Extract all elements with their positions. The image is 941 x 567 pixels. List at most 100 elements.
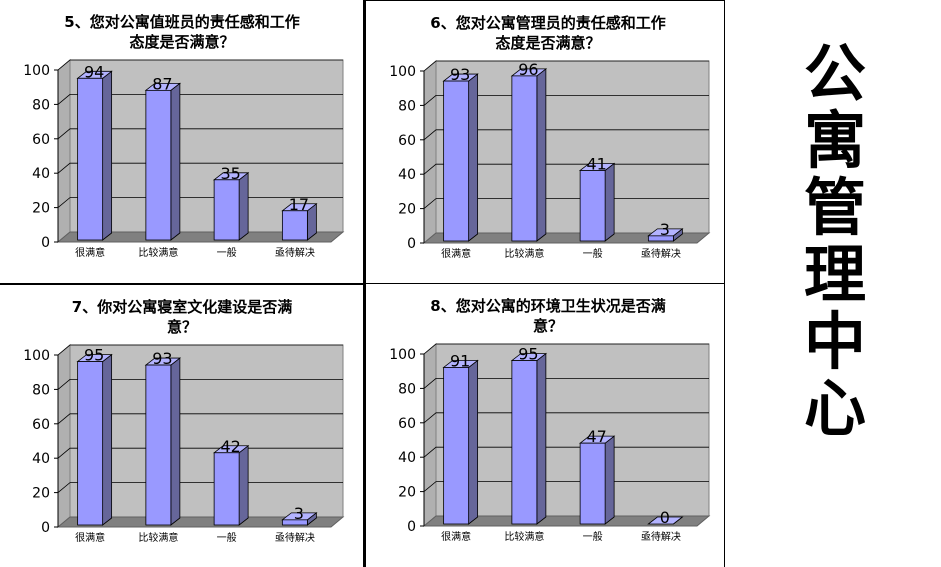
- y-tick-label: 0: [41, 235, 50, 251]
- side-title-char: 中: [803, 305, 866, 378]
- plot-side-wall: [57, 343, 71, 529]
- y-tick-label: 20: [32, 201, 50, 217]
- bar-chart: 0 20 40 60 80 100 91 很满意 95 比较满意 47 一般 0 亟待解决: [389, 342, 711, 543]
- bar-side: [604, 162, 615, 242]
- bar-chart: 0 20 40 60 80 100 94 很满意 87 比较满意 35 一般 17 亟待解决: [23, 58, 345, 259]
- bar-side: [170, 82, 181, 241]
- chart-title-line-1: 7、你对公寓寝室文化建设是否满: [71, 298, 293, 316]
- data-label: 95: [84, 346, 104, 365]
- bar: [281, 519, 308, 526]
- y-tick-label: 0: [41, 520, 50, 536]
- plot-floor: [56, 516, 345, 528]
- gridline: [423, 95, 709, 106]
- y-tick-label: 20: [398, 202, 416, 218]
- chart-title-line-1: 6、您对公寓管理员的责任感和工作: [430, 14, 666, 32]
- y-tick-label: 20: [32, 486, 50, 502]
- bar: [511, 75, 538, 242]
- bar-side: [238, 171, 249, 241]
- data-label: 47: [586, 427, 606, 446]
- bar-top: [647, 516, 684, 525]
- chart-title-line-1: 5、您对公寓值班员的责任感和工作: [64, 13, 300, 31]
- chart-title: 6、您对公寓管理员的责任感和工作 态度是否满意？: [388, 13, 708, 53]
- gridline: [57, 197, 343, 208]
- data-label: 3: [294, 504, 304, 523]
- gridline: [57, 379, 343, 390]
- x-tick-label: 很满意: [441, 247, 471, 260]
- side-title-char: 管: [803, 171, 866, 244]
- data-label: 35: [220, 164, 240, 183]
- x-tick-label: 一般: [217, 246, 237, 259]
- bar-side: [102, 70, 113, 241]
- data-label: 0: [660, 508, 670, 527]
- bar: [647, 235, 674, 242]
- y-tick-label: 100: [389, 347, 416, 363]
- y-tick-label: 40: [398, 167, 416, 183]
- bar-side: [536, 352, 547, 525]
- x-tick-label: 比较满意: [138, 246, 178, 259]
- x-tick-label: 亟待解决: [641, 530, 681, 543]
- data-label: 94: [84, 62, 104, 81]
- y-tick-label: 60: [32, 417, 50, 433]
- x-tick-label: 比较满意: [504, 247, 544, 260]
- bar: [77, 77, 104, 241]
- bar: [579, 442, 606, 525]
- gridline: [423, 163, 709, 175]
- plot-side-wall: [423, 342, 437, 528]
- y-tick-label: 20: [398, 485, 416, 501]
- gridline: [57, 447, 343, 459]
- gridline: [423, 129, 709, 141]
- data-label: 93: [450, 65, 470, 84]
- y-tick-label: 0: [407, 236, 416, 252]
- chart-title-line-2: 意？: [532, 317, 563, 335]
- bar: [213, 452, 240, 526]
- chart-panel-7: 7、你对公寓寝室文化建设是否满 意？ 0 20 40 60 80 100 95 很满意 93 比较…: [0, 285, 365, 567]
- data-label: 3: [660, 220, 670, 239]
- chart-panel-8: 8、您对公寓的环境卫生状况是否满 意？ 0 20 40 60 80 100 91 很满意 95 比…: [365, 283, 725, 567]
- chart-title-line-1: 8、您对公寓的环境卫生状况是否满: [430, 297, 666, 315]
- bar: [443, 80, 470, 242]
- x-tick-label: 一般: [583, 530, 603, 543]
- y-tick-label: 80: [398, 381, 416, 397]
- data-label: 42: [220, 437, 240, 456]
- gridline: [57, 59, 343, 71]
- side-title-char: 理: [803, 238, 866, 311]
- x-tick-label: 亟待解决: [641, 247, 681, 260]
- bar: [511, 360, 538, 525]
- y-tick-label: 60: [398, 416, 416, 432]
- x-tick-label: 很满意: [75, 531, 105, 544]
- x-tick-label: 很满意: [75, 246, 105, 259]
- gridline: [57, 344, 343, 356]
- chart-title-line-2: 意？: [166, 318, 197, 336]
- data-label: 87: [152, 74, 172, 93]
- bar: [443, 367, 470, 525]
- bar-side: [468, 73, 479, 242]
- y-tick-label: 60: [32, 132, 50, 148]
- plot-side-wall: [57, 58, 71, 244]
- x-tick-label: 一般: [217, 531, 237, 544]
- chart-title: 5、您对公寓值班员的责任感和工作 态度是否满意？: [22, 12, 342, 52]
- data-label: 41: [586, 154, 606, 173]
- plot-floor: [56, 231, 345, 243]
- bar-side: [170, 357, 181, 526]
- gridline: [423, 198, 709, 209]
- bar-side: [536, 68, 547, 242]
- bar: [281, 210, 308, 241]
- side-title: 公 寓 管 理 中 心: [790, 40, 880, 442]
- data-label: 96: [518, 60, 538, 79]
- gridline: [57, 413, 343, 425]
- bar-side: [102, 353, 113, 526]
- side-title-char: 公: [803, 37, 866, 110]
- x-tick-label: 亟待解决: [275, 531, 315, 544]
- x-tick-label: 比较满意: [504, 530, 544, 543]
- side-title-char: 寓: [803, 104, 866, 177]
- bar-chart: 0 20 40 60 80 100 93 很满意 96 比较满意 41 一般 3 亟待解决: [389, 59, 711, 260]
- plot-floor: [422, 232, 711, 244]
- data-label: 95: [518, 345, 538, 364]
- plot-side-wall: [423, 59, 437, 245]
- bar-side: [604, 435, 615, 525]
- x-tick-label: 亟待解决: [275, 246, 315, 259]
- bar: [145, 364, 172, 526]
- gridline: [423, 446, 709, 458]
- y-tick-label: 40: [398, 450, 416, 466]
- plot-floor: [422, 515, 711, 527]
